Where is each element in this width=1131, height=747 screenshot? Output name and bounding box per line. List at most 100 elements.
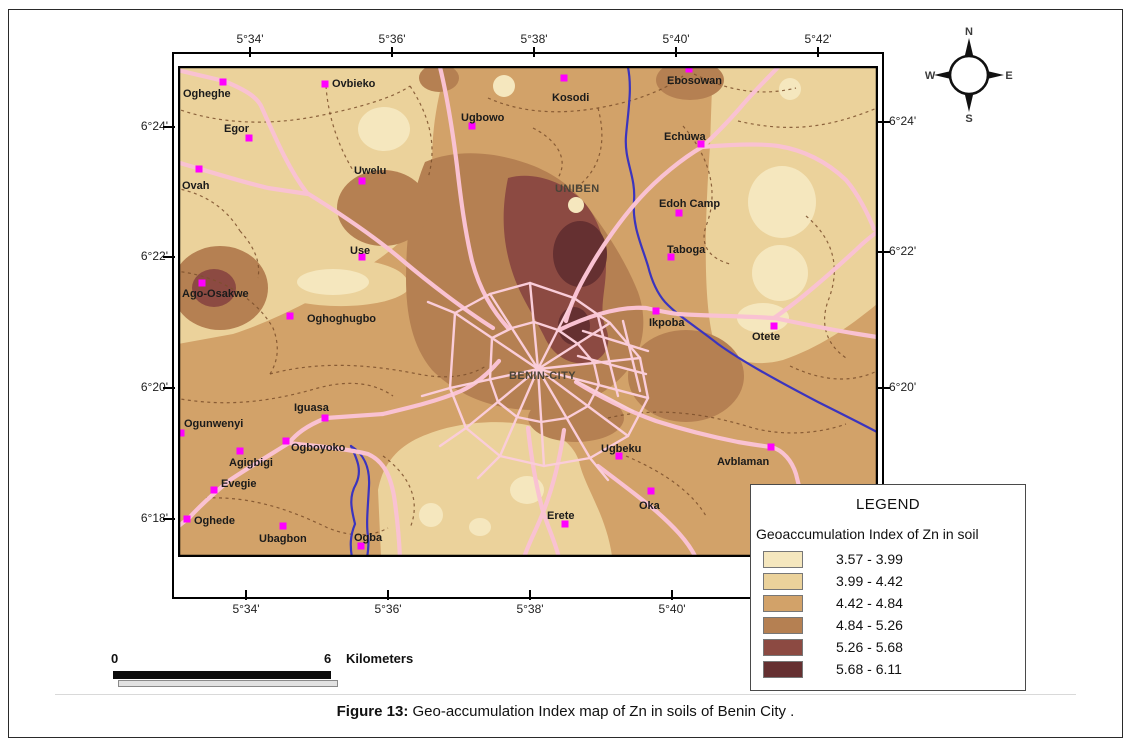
axis-tick-label-bottom: 5°40' (658, 602, 686, 616)
compass-circle (948, 54, 990, 96)
legend-range-label: 4.84 - 5.26 (836, 617, 903, 633)
compass-s-label: S (965, 113, 972, 124)
town-label: Ugbeku (601, 443, 641, 455)
axis-tick-mark (249, 47, 251, 57)
town-marker (282, 437, 290, 445)
town-marker (560, 74, 568, 82)
legend-swatch (763, 638, 803, 656)
legend-range-label: 4.42 - 4.84 (836, 595, 903, 611)
axis-tick-label-top: 5°34' (236, 32, 264, 46)
axis-tick-label-right: 6°24' (889, 114, 917, 128)
figure-caption: Figure 13: Geo-accumulation Index map of… (0, 703, 1131, 720)
town-marker (667, 253, 675, 261)
town-marker (219, 78, 227, 86)
axis-tick-mark (387, 590, 389, 600)
axis-tick-mark (878, 251, 890, 253)
axis-tick-label-left: 6°20' (140, 380, 168, 394)
axis-tick-mark (817, 47, 819, 57)
scale-bar-shadow (118, 680, 338, 687)
area-label: UNIBEN (555, 183, 600, 195)
town-label: Echuwa (664, 131, 706, 143)
town-label: Oghoghugbo (307, 313, 376, 325)
town-marker (468, 122, 476, 130)
axis-tick-label-top: 5°40' (662, 32, 690, 46)
scale-bar-black (113, 671, 331, 679)
town-marker (321, 80, 329, 88)
legend-range-label: 3.99 - 4.42 (836, 573, 903, 589)
town-label: Ogba (354, 532, 383, 544)
town-label: Ikpoba (649, 317, 685, 329)
town-marker (321, 414, 329, 422)
town-label: Kosodi (552, 92, 589, 104)
axis-tick-mark (391, 47, 393, 57)
legend-swatch (763, 550, 803, 568)
legend-subtitle: Geoaccumulation Index of Zn in soil (756, 526, 979, 542)
town-marker (245, 134, 253, 142)
town-label: Use (350, 245, 370, 257)
axis-tick-label-top: 5°42' (804, 32, 832, 46)
town-label: Oka (639, 500, 661, 512)
axis-tick-label-bottom: 5°36' (374, 602, 402, 616)
town-marker (647, 487, 655, 495)
town-marker (697, 140, 705, 148)
legend-range-label: 3.57 - 3.99 (836, 551, 903, 567)
town-label: Ovbieko (332, 78, 376, 90)
axis-tick-mark (529, 590, 531, 600)
town-label: Oghede (194, 515, 235, 527)
compass-rose: N S W E (925, 26, 1013, 124)
compass-w-label: W (925, 70, 936, 82)
legend-row: 5.68 - 6.11 (751, 658, 1025, 680)
axis-tick-label-left: 6°24' (140, 119, 168, 133)
axis-tick-mark (163, 256, 175, 258)
town-marker (210, 486, 218, 494)
axis-tick-label-top: 5°36' (378, 32, 406, 46)
city-street-layer (420, 281, 650, 482)
legend-swatch (763, 660, 803, 678)
legend-range-label: 5.68 - 6.11 (836, 661, 902, 677)
town-label: Iguasa (294, 402, 330, 414)
legend-swatch (763, 594, 803, 612)
axis-tick-mark (671, 590, 673, 600)
axis-tick-mark (533, 47, 535, 57)
map-canvas: Ogheghe Ovbieko Egor Ugbowo Kosodi Ebosowan Ec… (178, 66, 878, 557)
town-marker (561, 520, 569, 528)
caption-divider (55, 694, 1076, 695)
caption-prefix: Figure 13: (336, 703, 409, 720)
town-label: Evegie (221, 478, 256, 490)
town-label: Avblaman (717, 456, 769, 468)
town-label: Ubagbon (259, 533, 307, 545)
scale-unit-label: Kilometers (346, 651, 414, 666)
axis-tick-mark (163, 518, 175, 520)
axis-tick-mark (878, 121, 890, 123)
town-marker (183, 515, 191, 523)
town-label: Ebosowan (667, 75, 722, 87)
axis-tick-label-top: 5°38' (520, 32, 548, 46)
legend-row: 4.42 - 4.84 (751, 592, 1025, 614)
town-marker (615, 452, 623, 460)
town-label: Ogboyoko (291, 442, 346, 454)
axis-tick-label-right: 6°22' (889, 244, 917, 258)
town-label: Agigbigi (229, 457, 273, 469)
legend-swatch (763, 616, 803, 634)
legend-row: 3.57 - 3.99 (751, 548, 1025, 570)
town-marker (279, 522, 287, 530)
scale-start-label: 0 (111, 651, 119, 666)
area-label: BENIN-CITY (509, 370, 576, 382)
axis-tick-mark (675, 47, 677, 57)
town-marker (675, 209, 683, 217)
axis-tick-mark (245, 590, 247, 600)
legend-title: LEGEND (855, 496, 921, 513)
town-label: Uwelu (354, 165, 386, 177)
towns-layer: Ogheghe Ovbieko Egor Ugbowo Kosodi Ebosowan Ec… (178, 66, 780, 550)
trail-layer (178, 73, 878, 536)
axis-tick-mark (878, 387, 890, 389)
town-marker (770, 322, 778, 330)
legend-row: 3.99 - 4.42 (751, 570, 1025, 592)
axis-tick-label-bottom: 5°34' (232, 602, 260, 616)
town-marker (236, 447, 244, 455)
river-layer (349, 66, 878, 557)
compass-e-label: E (1005, 70, 1012, 82)
town-label: Ogheghe (183, 88, 231, 100)
legend-row: 5.26 - 5.68 (751, 636, 1025, 658)
